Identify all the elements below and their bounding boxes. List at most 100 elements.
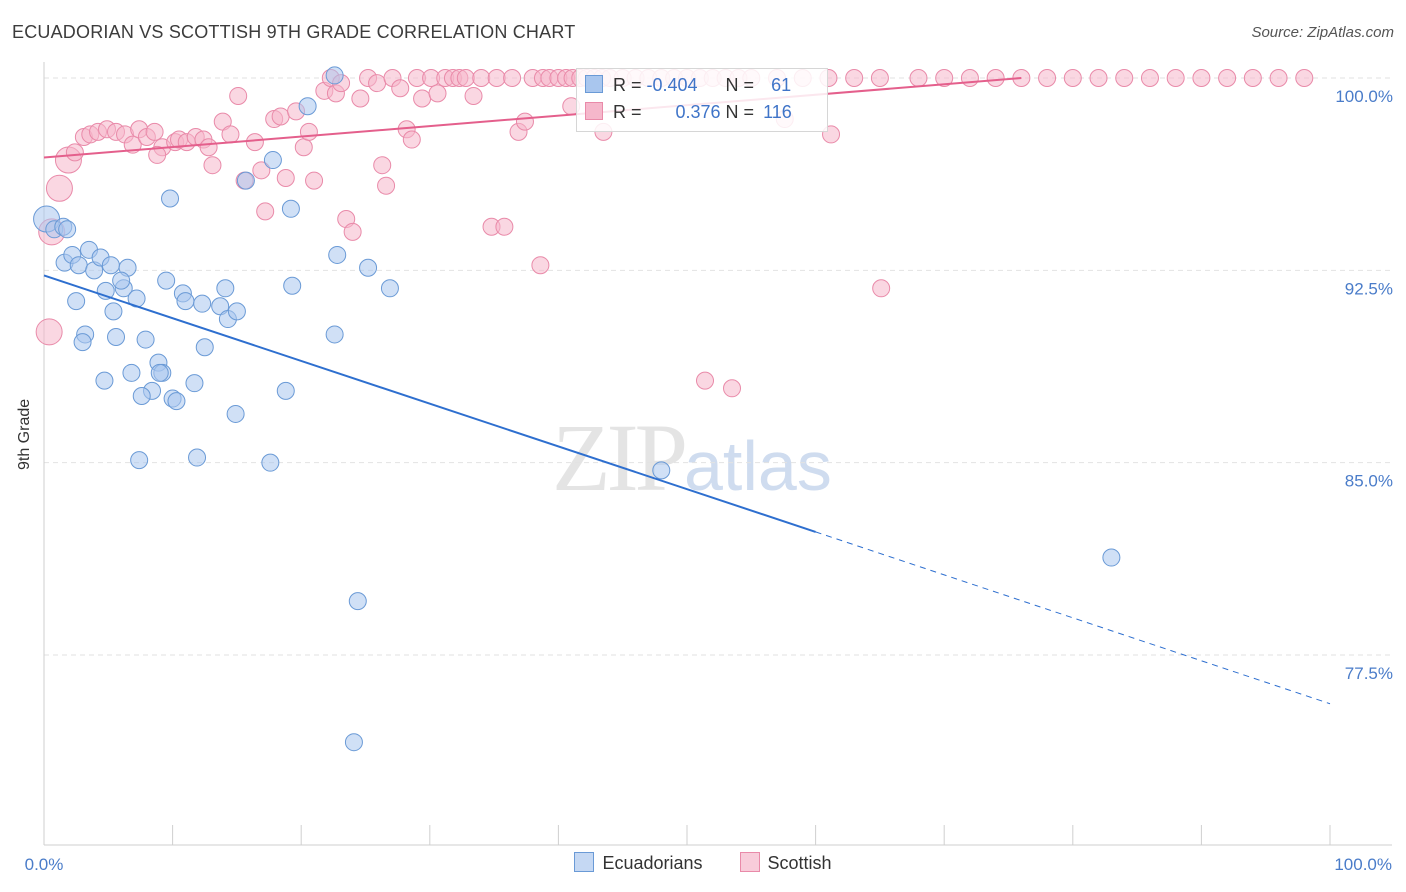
ecuadorian-point	[344, 733, 363, 752]
legend-label-scottish: Scottish	[767, 853, 832, 873]
ecuadorian-trend-extension	[815, 531, 1331, 705]
tick-labels: 77.5% 85.0% 92.5% 100.0% 0.0% 100.0%	[25, 87, 1393, 874]
legend-item-scottish[interactable]: Scottish	[739, 852, 832, 874]
scottish-point	[960, 69, 979, 87]
scottish-point	[65, 143, 84, 162]
ecuadorian-point	[227, 302, 246, 321]
scottish-point	[1192, 69, 1211, 87]
scottish-point	[148, 145, 167, 164]
ecuadorian-point	[1102, 548, 1121, 567]
legend-row-ecuadorians: R = -0.404 N = 61	[585, 75, 791, 99]
ecuadorian-point	[58, 220, 77, 239]
y-tick-label: 85.0%	[1345, 472, 1393, 491]
ecuadorian-point	[359, 258, 378, 277]
scottish-point	[1269, 69, 1288, 87]
scottish-point	[343, 222, 362, 241]
legend-row-scottish: R = 0.376 N = 116	[585, 102, 792, 126]
ecuadorian-point	[112, 271, 131, 290]
ecuadorian-point	[193, 294, 212, 313]
source-credit: Source: ZipAtlas.com	[1251, 24, 1394, 41]
scottish-point	[872, 279, 891, 298]
ecuadorian-point	[104, 302, 123, 321]
ecuadorian-point	[132, 386, 151, 405]
scottish-point	[1038, 69, 1057, 87]
scottish-point	[145, 122, 164, 141]
scottish-point	[696, 371, 715, 390]
scottish-point	[391, 79, 410, 98]
scottish-point	[294, 138, 313, 157]
scottish-point	[935, 69, 954, 87]
series-legend: Ecuadorians Scottish	[0, 852, 1406, 874]
ecuadorian-point	[325, 66, 344, 85]
watermark: ZIPatlas	[552, 402, 832, 513]
ecuadorian-point	[276, 381, 295, 400]
scottish-point	[1243, 69, 1262, 87]
scottish-point	[368, 74, 387, 93]
ecuadorian-point	[161, 189, 180, 208]
scottish-trend-line	[43, 77, 1022, 159]
ecuadorian-point	[95, 371, 114, 390]
ecuadorian-point	[176, 292, 195, 311]
correlation-legend: R = -0.404 N = 61 R = 0.376 N = 116	[576, 68, 828, 132]
chart-title: ECUADORIAN VS SCOTTISH 9TH GRADE CORRELA…	[12, 22, 576, 42]
ecuadorian-point	[157, 271, 176, 290]
scottish-point	[845, 69, 864, 87]
scottish-point	[377, 176, 396, 195]
ecuadorian-point	[325, 325, 344, 344]
ecuadorian-point	[150, 363, 169, 382]
blue-swatch	[574, 852, 595, 872]
scottish-point	[428, 84, 447, 103]
trend-lines	[43, 77, 1331, 705]
scottish-point	[1166, 69, 1185, 87]
legend-r-ecuadorians: -0.404	[646, 75, 698, 95]
y-tick-label: 92.5%	[1345, 279, 1393, 298]
scottish-point	[221, 125, 240, 144]
x-tick-label: 0.0%	[25, 855, 64, 874]
blue-swatch	[585, 75, 603, 93]
ecuadorian-points	[33, 66, 1121, 752]
watermark-atlas: atlas	[684, 427, 832, 505]
scottish-point	[464, 86, 483, 105]
ecuadorian-point	[348, 592, 367, 611]
ecuadorian-point	[283, 276, 302, 295]
scottish-point	[373, 156, 392, 175]
ecuadorian-point	[380, 279, 399, 298]
scottish-point	[413, 89, 432, 108]
y-tick-label: 100.0%	[1335, 87, 1393, 106]
ecuadorian-point	[226, 404, 245, 423]
scottish-point	[1115, 69, 1134, 87]
scottish-point	[503, 69, 522, 87]
scottish-point	[256, 202, 275, 221]
scottish-point	[909, 69, 928, 87]
legend-n-ecuadorians: 61	[771, 75, 792, 95]
ecuadorian-point	[298, 97, 317, 116]
legend-label-ecuadorians: Ecuadorians	[602, 853, 703, 873]
ecuadorian-point	[261, 453, 280, 472]
scottish-point	[986, 69, 1005, 87]
ecuadorian-point	[216, 279, 235, 298]
ecuadorian-point	[188, 448, 207, 467]
pink-swatch	[585, 102, 603, 120]
scottish-point	[252, 161, 271, 180]
ecuadorian-point	[122, 363, 141, 382]
ecuadorian-point	[236, 171, 255, 190]
scottish-point	[299, 122, 318, 141]
ecuadorian-point	[107, 328, 126, 347]
legend-n-scottish: 116	[763, 102, 792, 122]
ecuadorian-point	[652, 461, 671, 480]
scottish-point	[472, 69, 491, 87]
scottish-point	[271, 107, 290, 126]
scottish-point	[531, 256, 550, 275]
legend-r-scottish: 0.376	[675, 102, 721, 122]
scottish-point	[123, 135, 142, 154]
scottish-point	[495, 217, 514, 236]
ecuadorian-point	[136, 330, 155, 349]
y-tick-label: 77.5%	[1345, 664, 1393, 683]
scottish-point	[1140, 69, 1159, 87]
scottish-point	[45, 174, 73, 202]
ecuadorian-point	[73, 333, 92, 352]
ecuadorian-point	[101, 256, 120, 275]
scottish-point	[723, 379, 742, 398]
legend-item-ecuadorians[interactable]: Ecuadorians	[574, 852, 703, 874]
